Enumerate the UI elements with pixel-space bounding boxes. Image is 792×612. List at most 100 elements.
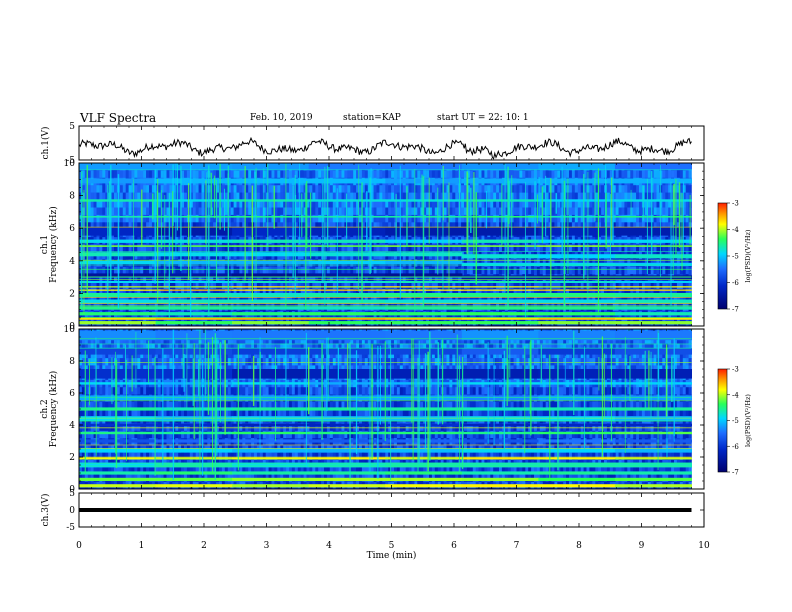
spectrogram-cell <box>286 222 290 230</box>
spectrogram-cell <box>478 192 482 201</box>
spectrogram-cell <box>589 207 593 216</box>
spectrogram-cell <box>434 185 438 193</box>
spectrogram-cell <box>571 214 576 223</box>
frequency-band <box>461 321 539 325</box>
spectrogram-cell <box>420 170 424 179</box>
spectrogram-cell <box>195 281 199 290</box>
spectrogram-cell <box>341 214 345 223</box>
spectrogram-cell <box>612 266 616 275</box>
spectrogram-cell <box>268 192 272 201</box>
spectrogram-cell <box>356 274 360 282</box>
spectrogram-cell <box>458 244 462 253</box>
spectrogram-cell <box>239 170 243 179</box>
spectrogram-cell <box>99 266 103 275</box>
spectrogram-cell <box>571 281 576 290</box>
spectrogram-cell <box>461 266 465 275</box>
spectrogram-cell <box>163 281 167 290</box>
spectrogram-cell <box>96 222 100 230</box>
spectrogram-cell <box>574 170 578 179</box>
spectrogram-cell <box>554 281 558 290</box>
spectrogram-cell <box>499 200 503 208</box>
spectrogram-cell <box>466 266 471 275</box>
spectrogram-cell <box>671 222 675 230</box>
spectrogram-cell <box>461 244 465 253</box>
spectrogram-cell <box>487 222 491 230</box>
spectrogram-cell <box>440 170 444 179</box>
spectrogram-cell <box>665 192 669 201</box>
spectrogram-cell <box>131 192 135 201</box>
spectrogram-cell <box>551 214 555 223</box>
spectrogram-cell <box>353 207 357 216</box>
spectrogram-cell <box>633 207 637 216</box>
spectrogram-cell <box>671 281 675 290</box>
spectrogram-cell <box>160 274 164 282</box>
frequency-band <box>614 262 692 267</box>
spectrogram-cell <box>90 274 94 282</box>
spectrogram-cell <box>609 244 613 253</box>
spectrogram-cell <box>321 281 325 290</box>
spectrogram-cell <box>551 207 555 216</box>
spectrogram-cell <box>633 192 637 201</box>
spectrogram-cell <box>184 274 188 282</box>
spectrogram-cell <box>291 289 296 297</box>
frequency-band <box>155 293 233 298</box>
spectrogram-cell <box>93 244 97 253</box>
spectrogram-cell <box>676 192 681 201</box>
spectrogram-cell <box>216 289 220 297</box>
frequency-band <box>308 227 386 236</box>
spectrogram-cell <box>84 214 88 223</box>
spectrogram-cell <box>569 207 573 216</box>
spectrogram-cell <box>653 192 657 201</box>
spectrogram-cell <box>160 281 164 290</box>
spectrogram-cell <box>309 266 313 275</box>
spectrogram-cell <box>522 244 526 253</box>
spectrogram-cell <box>446 185 450 193</box>
spectrogram-cell <box>361 207 366 216</box>
spectrogram-cell <box>376 266 380 275</box>
spectrogram-cell <box>519 185 523 193</box>
spectrogram-cell <box>522 207 526 216</box>
spectrogram-cell <box>452 244 456 253</box>
spectrogram-cell <box>213 244 217 253</box>
spectrogram-cell <box>606 289 611 297</box>
spectrogram-cell <box>262 244 266 253</box>
spectrogram-cell <box>510 185 514 193</box>
spectrogram-cell <box>402 207 406 216</box>
frequency-band <box>614 286 692 288</box>
spectrogram-cell <box>604 289 608 297</box>
frequency-band <box>308 306 386 310</box>
spectrogram-cell <box>178 192 182 201</box>
spectrogram-cell <box>475 222 479 230</box>
spectrogram-cell <box>592 185 596 193</box>
spectrogram-cell <box>163 274 167 282</box>
spectrogram-cell <box>682 222 686 230</box>
spectrogram-cell <box>624 185 628 193</box>
spectrogram-cell <box>175 170 179 179</box>
spectrogram-cell <box>230 200 234 208</box>
spectrogram-cell <box>84 185 88 193</box>
spectrogram-cell <box>184 266 188 275</box>
spectrogram-cell <box>254 214 258 223</box>
spectrogram-cell <box>259 281 263 290</box>
spectrogram-cell <box>239 185 243 193</box>
spectrogram-cell <box>542 222 546 230</box>
spectrogram-cell <box>87 266 91 275</box>
spectrogram-cell <box>271 274 275 282</box>
spectrogram-cell <box>601 170 605 179</box>
spectrogram-cell <box>289 266 293 275</box>
spectrogram-cell <box>513 244 517 253</box>
spectrogram-cell <box>557 214 561 223</box>
spectrogram-cell <box>356 207 360 216</box>
spectrogram-cell <box>169 244 173 253</box>
spectrogram-cell <box>189 281 193 290</box>
spectrogram-cell <box>111 244 115 253</box>
spectrogram-cell <box>262 214 266 223</box>
spectrogram-cell <box>434 244 438 253</box>
spectrogram-cell <box>271 289 275 297</box>
frequency-band <box>385 163 463 170</box>
spectrogram-cell <box>618 214 622 223</box>
spectrogram-cell <box>627 281 631 290</box>
spectrogram-cell <box>606 244 611 253</box>
spectrogram-cell <box>574 222 578 230</box>
spectrogram-cell <box>557 289 561 297</box>
